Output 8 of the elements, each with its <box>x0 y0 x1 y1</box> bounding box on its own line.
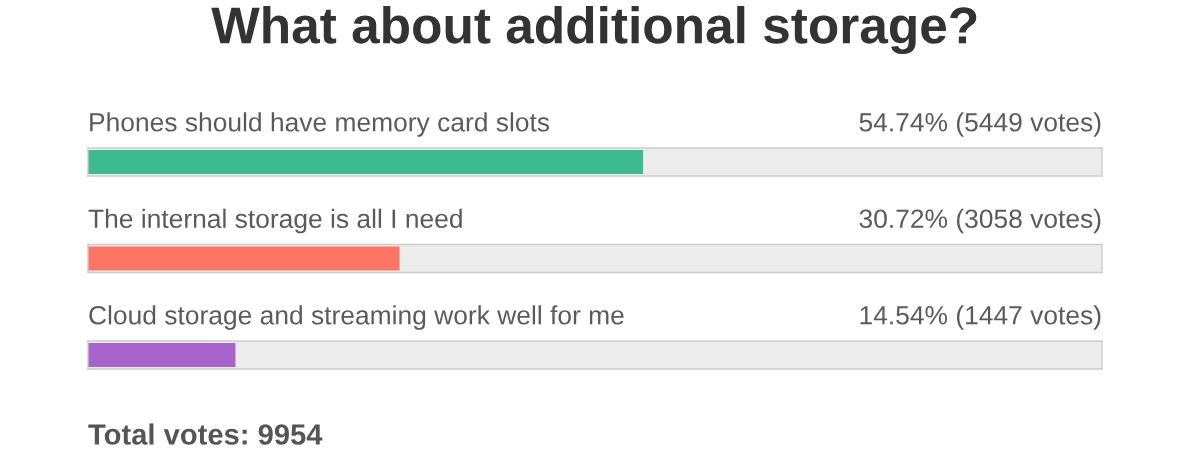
text: Total votes: 9954 <box>88 423 323 445</box>
data-label: 30.72% (3058 votes) <box>859 208 1101 234</box>
y-tick-label: Cloud storage and streaming work well for me <box>89 305 624 330</box>
data-label: 14.54% (1447 votes) <box>860 305 1101 330</box>
chart-title: What about additional storage? <box>211 5 977 55</box>
y-tick-label: Phones should have memory card slots <box>90 112 550 137</box>
data-label: 54.74% (5449 votes) <box>859 112 1101 137</box>
y-tick-label: The internal storage is all I need <box>88 208 462 234</box>
